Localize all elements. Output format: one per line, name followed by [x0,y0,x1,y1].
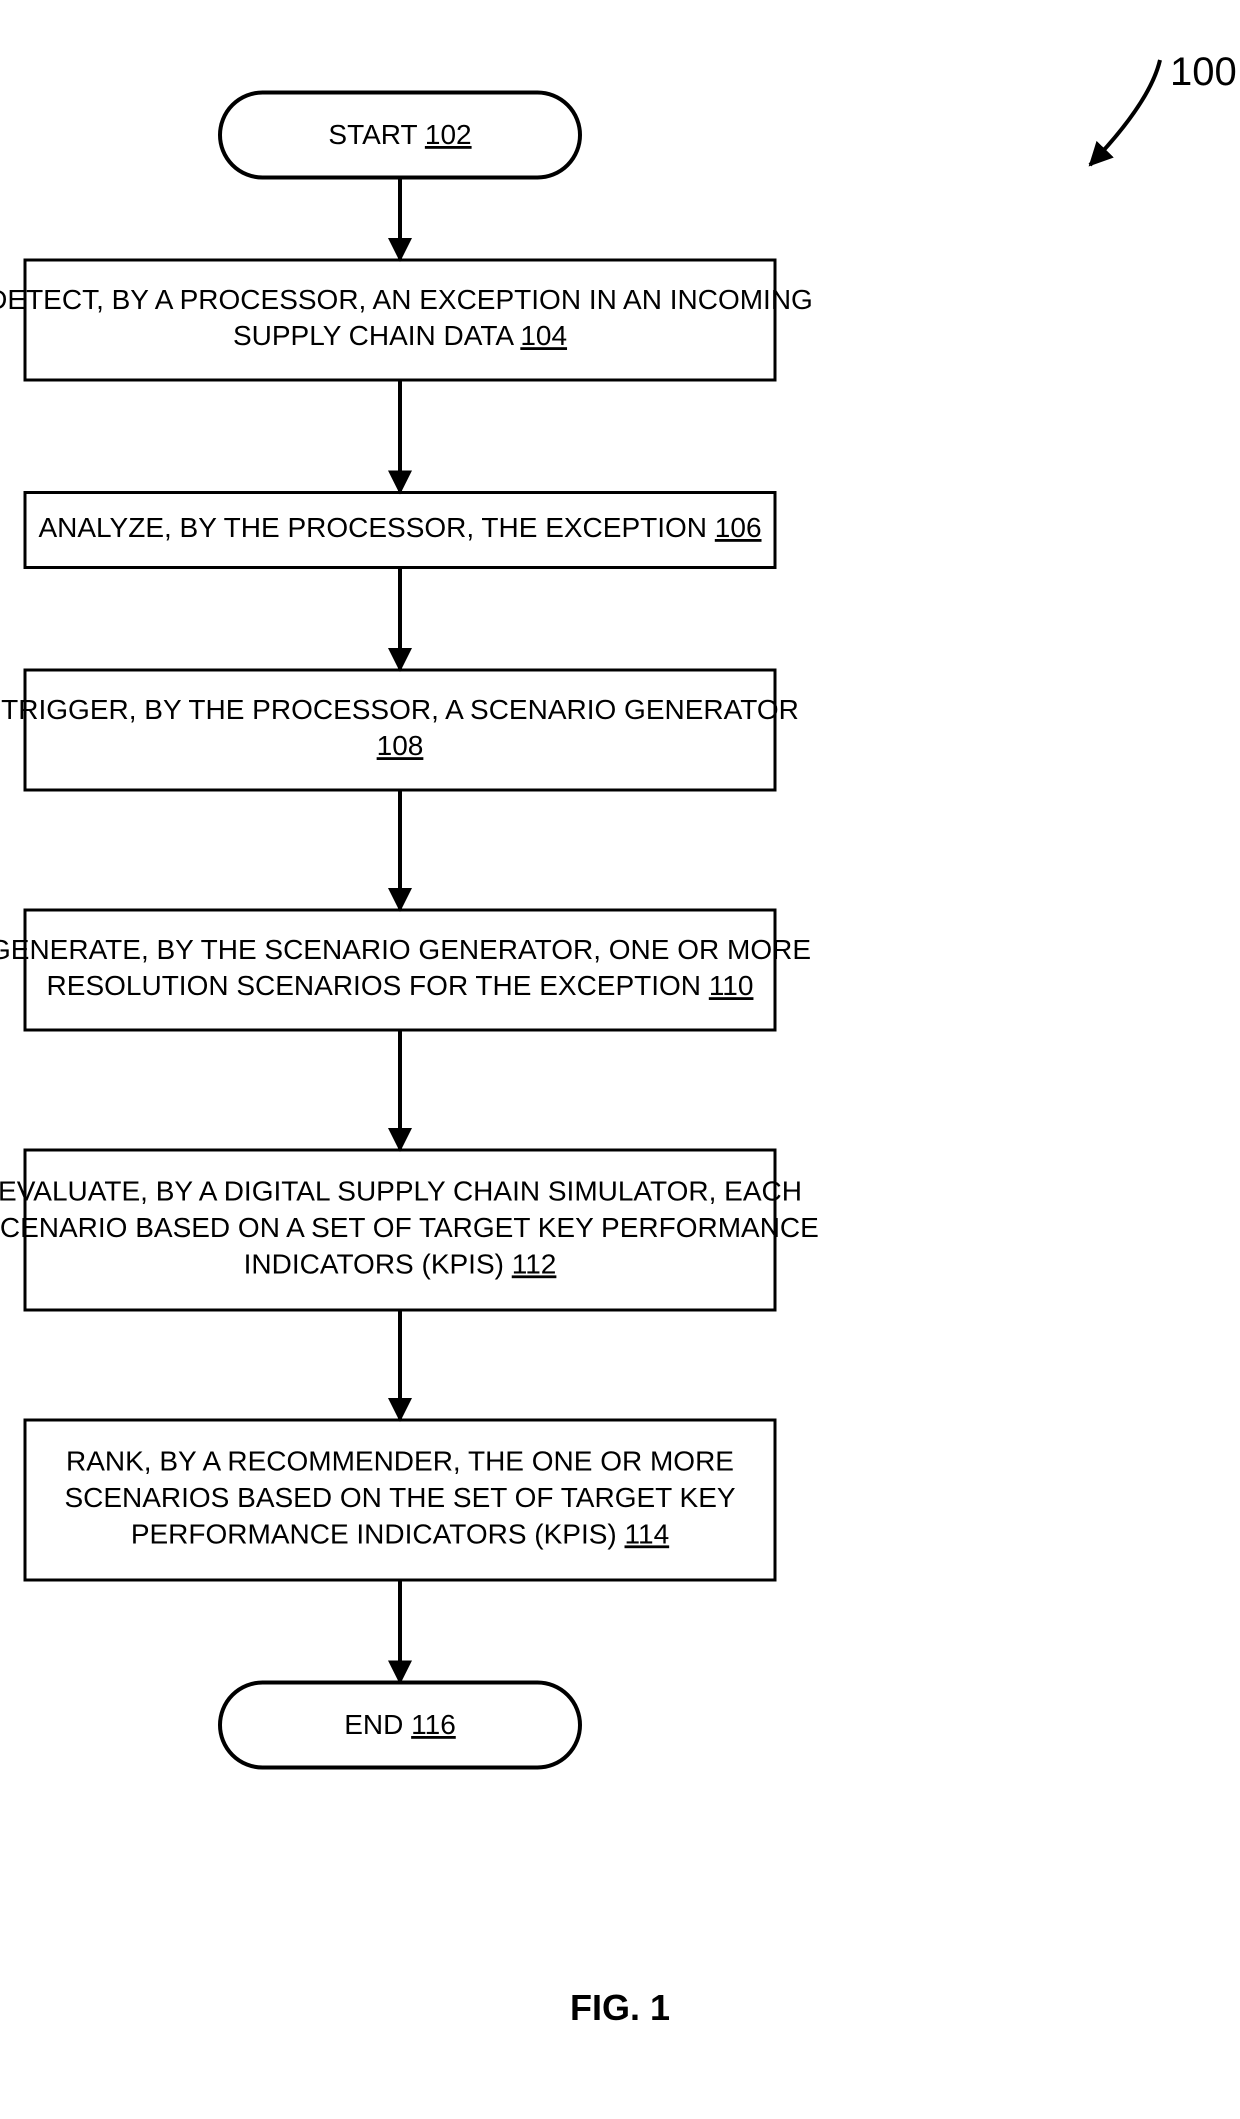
node-n108: TRIGGER, BY THE PROCESSOR, A SCENARIO GE… [1,670,799,790]
svg-text:END 116: END 116 [344,1709,456,1740]
svg-text:INDICATORS (KPIS) 112: INDICATORS (KPIS) 112 [244,1249,557,1280]
svg-text:START 102: START 102 [328,119,471,150]
node-n104: DETECT, BY A PROCESSOR, AN EXCEPTION IN … [0,260,813,380]
node-n106: ANALYZE, BY THE PROCESSOR, THE EXCEPTION… [25,493,775,568]
svg-text:RESOLUTION SCENARIOS FOR THE E: RESOLUTION SCENARIOS FOR THE EXCEPTION 1… [47,971,754,1002]
figure-caption: FIG. 1 [570,1987,670,2028]
svg-text:GENERATE, BY THE SCENARIO GENE: GENERATE, BY THE SCENARIO GENERATOR, ONE… [0,934,811,965]
flowchart: START 102 DETECT, BY A PROCESSOR, AN EXCE… [0,0,1240,2119]
svg-text:108: 108 [377,731,424,762]
node-end: END 116 [220,1683,580,1768]
node-n112: EVALUATE, BY A DIGITAL SUPPLY CHAIN SIMU… [0,1150,819,1310]
svg-text:PERFORMANCE INDICATORS (KPIS): PERFORMANCE INDICATORS (KPIS) 114 [131,1519,669,1550]
svg-text:ANALYZE, BY THE PROCESSOR, THE: ANALYZE, BY THE PROCESSOR, THE EXCEPTION… [38,512,761,543]
svg-text:TRIGGER, BY THE PROCESSOR, A S: TRIGGER, BY THE PROCESSOR, A SCENARIO GE… [1,694,799,725]
node-start: START 102 [220,93,580,178]
diagram-ref-pointer [1090,60,1160,165]
svg-text:SCENARIOS BASED ON THE SET OF: SCENARIOS BASED ON THE SET OF TARGET KEY [64,1482,735,1513]
svg-text:DETECT, BY A PROCESSOR, AN EXC: DETECT, BY A PROCESSOR, AN EXCEPTION IN … [0,284,813,315]
node-n114: RANK, BY A RECOMMENDER, THE ONE OR MORE S… [25,1420,775,1580]
svg-text:EVALUATE, BY A DIGITAL SUPPLY: EVALUATE, BY A DIGITAL SUPPLY CHAIN SIMU… [0,1176,802,1207]
diagram-ref-label: 100 [1170,50,1237,94]
svg-text:RANK, BY A RECOMMENDER, THE ON: RANK, BY A RECOMMENDER, THE ONE OR MORE [66,1446,734,1477]
node-n110: GENERATE, BY THE SCENARIO GENERATOR, ONE… [0,910,811,1030]
svg-text:SCENARIO BASED ON A SET OF TAR: SCENARIO BASED ON A SET OF TARGET KEY PE… [0,1212,819,1243]
svg-text:SUPPLY CHAIN DATA 104: SUPPLY CHAIN DATA 104 [233,321,567,352]
